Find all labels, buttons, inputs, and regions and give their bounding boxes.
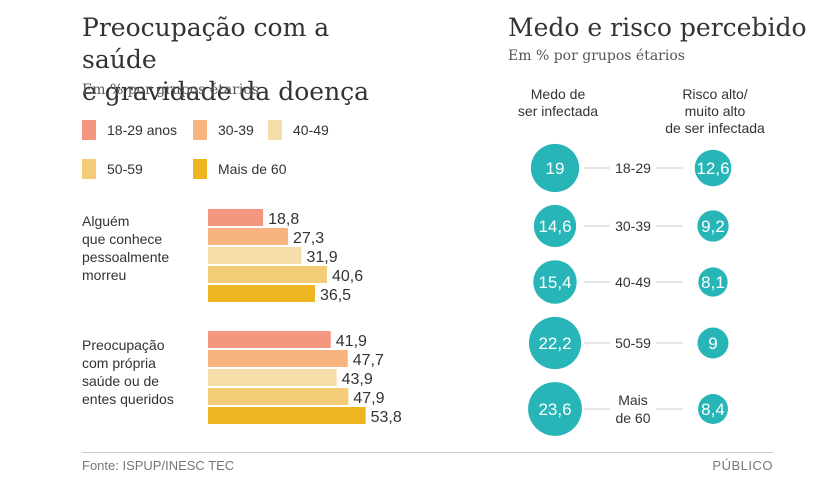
row-label-bg-50-59 — [610, 333, 656, 353]
group-2-label-line: com própria — [82, 355, 156, 371]
risk-bubble-18-29 — [694, 149, 732, 187]
risk-bubble-label-50-59: 9 — [708, 334, 717, 353]
column-header-fear: Medo de ser infectada — [498, 86, 618, 120]
bar-value-label-g2-30-39: 47,7 — [353, 352, 384, 369]
bar-value-label-g1-30-39: 27,3 — [293, 230, 324, 247]
fear-bubble-label-50-59: 22,2 — [538, 334, 571, 353]
age-row-label-40-49: 40-49 — [615, 274, 651, 290]
group-2-label-line: Preocupação — [82, 337, 165, 353]
bar-value-label-g1-40-49: 31,9 — [306, 249, 337, 266]
row-label-bg-40-49 — [610, 272, 656, 292]
risk-bubble-40-49 — [698, 267, 728, 297]
fear-bubble-label-60-plus: 23,6 — [538, 400, 571, 419]
left-title-line-1: Preocupação com a saúde — [82, 13, 330, 74]
left-chart-subtitle: Em % por grupos étarios — [82, 82, 259, 98]
bar-value-label-g2-50-59: 47,9 — [353, 390, 384, 407]
publisher-brand: PÚBLICO — [712, 458, 773, 473]
legend-swatch-50-59 — [82, 159, 96, 179]
legend-item-60-plus: Mais de 60 — [193, 159, 286, 179]
column-header-risk-line: de ser infectada — [665, 120, 765, 136]
legend-item-18-29: 18-29 anos — [82, 120, 177, 140]
column-header-fear-line: ser infectada — [517, 103, 599, 119]
legend-item-30-39: 30-39 — [193, 120, 254, 140]
legend-label-40-49: 40-49 — [293, 122, 329, 138]
legend-swatch-30-39 — [193, 120, 207, 140]
legend-item-50-59: 50-59 — [82, 159, 143, 179]
bar-g2-30-39 — [208, 350, 348, 367]
fear-bubble-60-plus — [528, 382, 582, 436]
bar-g1-18-29 — [208, 209, 264, 226]
legend-swatch-18-29 — [82, 120, 96, 140]
right-chart-subtitle: Em % por grupos étarios — [508, 48, 685, 64]
fear-bubble-30-39 — [533, 204, 577, 248]
column-header-risk: Risco alto/ muito alto de ser infectada — [640, 86, 790, 137]
left-chart-title: Preocupação com a saúde e gravidade da d… — [82, 12, 402, 108]
bar-g1-50-59 — [208, 266, 327, 283]
fear-bubble-label-30-39: 14,6 — [538, 217, 571, 236]
legend-label-18-29: 18-29 anos — [107, 122, 178, 138]
fear-bubble-label-40-49: 15,4 — [538, 273, 571, 292]
legend-swatch-60-plus — [193, 159, 207, 179]
risk-bubble-50-59 — [697, 327, 729, 359]
legend-item-40-49: 40-49 — [268, 120, 329, 140]
source-note: Fonte: ISPUP/INESC TEC — [82, 458, 235, 473]
footer-divider — [82, 452, 773, 453]
group-1-label-line: pessoalmente — [82, 249, 170, 265]
bar-value-label-g1-18-29: 18,8 — [268, 211, 299, 228]
group-2-label-line: entes queridos — [82, 391, 174, 407]
bar-g1-30-39 — [208, 228, 288, 245]
left-title-line-2: e gravidade da doença — [82, 77, 370, 106]
group-2-label-line: saúde ou de — [82, 373, 160, 389]
legend-label-60-plus: Mais de 60 — [218, 161, 287, 177]
bar-g2-40-49 — [208, 369, 337, 386]
bar-g2-50-59 — [208, 388, 349, 405]
fear-bubble-50-59 — [528, 316, 582, 370]
fear-bubble-label-18-29: 19 — [546, 159, 565, 178]
group-1-label-line: morreu — [82, 267, 127, 283]
bar-g2-60-plus — [208, 407, 366, 424]
age-row-label-30-39: 30-39 — [615, 218, 651, 234]
risk-bubble-label-40-49: 8,1 — [701, 273, 725, 292]
age-row-label-50-59: 50-59 — [615, 335, 651, 351]
row-label-bg-30-39 — [610, 216, 656, 236]
bar-g1-60-plus — [208, 285, 315, 302]
bar-g2-18-29 — [208, 331, 331, 348]
risk-bubble-label-30-39: 9,2 — [701, 217, 725, 236]
legend-label-50-59: 50-59 — [107, 161, 143, 177]
risk-bubble-label-60-plus: 8,4 — [701, 400, 725, 419]
group-label-knows-someone-died: Alguém que conhece pessoalmente morreu — [82, 212, 202, 284]
group-label-health-concern: Preocupação com própria saúde ou de ente… — [82, 336, 202, 408]
legend-label-30-39: 30-39 — [218, 122, 254, 138]
bar-value-label-g1-60-plus: 36,5 — [320, 287, 351, 304]
row-label-bg-60-plus — [610, 390, 656, 428]
age-row-label-60-plus-line-2: de 60 — [615, 410, 650, 426]
column-header-risk-line: muito alto — [684, 103, 746, 119]
bar-value-label-g1-50-59: 40,6 — [332, 268, 363, 285]
bar-value-label-g2-60-plus: 53,8 — [371, 409, 402, 426]
group-1-label-line: que conhece — [82, 231, 163, 247]
age-row-label-60-plus-line-1: Mais — [618, 392, 648, 408]
bar-g1-40-49 — [208, 247, 302, 264]
fear-bubble-18-29 — [530, 143, 580, 193]
bar-value-label-g2-18-29: 41,9 — [336, 333, 367, 350]
column-header-fear-line: Medo de — [530, 86, 586, 102]
group-1-label-line: Alguém — [82, 213, 130, 229]
fear-bubble-40-49 — [533, 260, 577, 304]
row-label-bg-18-29 — [610, 158, 656, 178]
risk-bubble-30-39 — [697, 210, 729, 242]
legend-swatch-40-49 — [268, 120, 282, 140]
age-row-label-18-29: 18-29 — [615, 160, 651, 176]
risk-bubble-60-plus — [698, 394, 728, 424]
right-chart-title: Medo e risco percebido — [508, 13, 807, 42]
column-header-risk-line: Risco alto/ — [682, 86, 748, 102]
risk-bubble-label-18-29: 12,6 — [696, 159, 729, 178]
bar-value-label-g2-40-49: 43,9 — [342, 371, 373, 388]
